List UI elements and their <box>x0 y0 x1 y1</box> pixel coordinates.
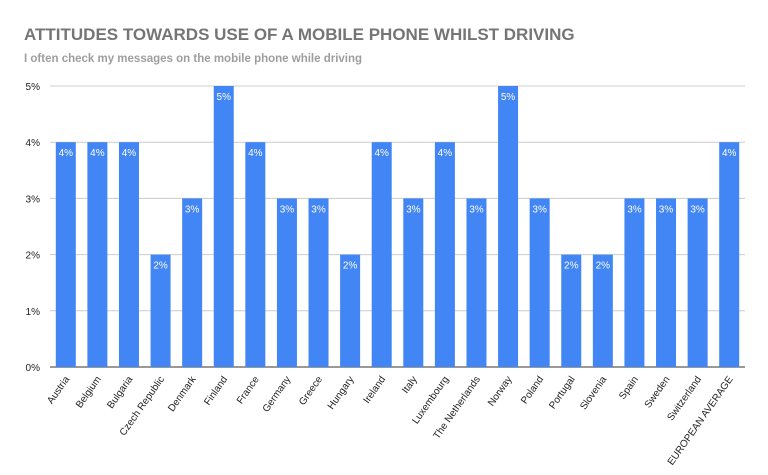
x-tick-label: Slovenia <box>578 374 609 412</box>
bar <box>656 198 677 367</box>
data-label: 4% <box>722 148 737 159</box>
x-tick-label: Germany <box>261 374 294 414</box>
bar <box>561 254 582 367</box>
x-tick-label: Greece <box>297 374 325 408</box>
data-label: 3% <box>280 204 295 215</box>
bar <box>118 142 139 367</box>
data-label: 5% <box>501 92 516 103</box>
bar <box>308 198 329 367</box>
y-tick-label: 5% <box>26 82 41 93</box>
x-tick-label: Bulgaria <box>105 374 135 411</box>
bar <box>719 142 740 367</box>
x-tick-label: Portugal <box>547 374 577 411</box>
bar <box>371 142 392 367</box>
x-tick-label: Austria <box>45 374 72 406</box>
data-label: 2% <box>596 261 611 272</box>
y-tick-label: 4% <box>26 138 41 149</box>
x-tick-label: Poland <box>519 374 546 406</box>
x-tick-label: Sweden <box>643 374 673 410</box>
data-label: 3% <box>627 204 642 215</box>
data-label: 3% <box>311 204 326 215</box>
data-label: 4% <box>248 148 263 159</box>
y-tick-label: 1% <box>26 307 41 318</box>
bar <box>182 198 203 367</box>
x-tick-label: Belgium <box>74 374 104 410</box>
data-label: 3% <box>469 204 484 215</box>
data-label: 3% <box>185 204 200 215</box>
bar <box>213 86 234 367</box>
x-tick-label: Hungary <box>326 374 357 411</box>
bar <box>529 198 550 367</box>
bar <box>55 142 76 367</box>
chart-subtitle: I often check my messages on the mobile … <box>24 53 362 65</box>
bar <box>498 86 519 367</box>
y-tick-label: 0% <box>26 363 41 374</box>
data-label: 3% <box>532 204 547 215</box>
x-tick-label: Denmark <box>166 374 199 414</box>
y-tick-label: 3% <box>26 194 41 205</box>
bar <box>276 198 297 367</box>
y-tick-label: 2% <box>26 251 41 262</box>
bar <box>150 254 171 367</box>
data-label: 2% <box>153 261 168 272</box>
data-label: 3% <box>690 204 705 215</box>
data-label: 2% <box>343 261 358 272</box>
bar <box>87 142 108 367</box>
bar <box>466 198 487 367</box>
bar <box>687 198 708 367</box>
bar <box>340 254 361 367</box>
x-tick-label: EUROPEAN AVERAGE <box>666 374 736 467</box>
bar <box>434 142 455 367</box>
data-label: 4% <box>374 148 389 159</box>
data-label: 4% <box>90 148 105 159</box>
x-tick-label: Finland <box>202 374 230 407</box>
chart-title: ATTITUDES TOWARDS USE OF A MOBILE PHONE … <box>24 25 575 44</box>
x-tick-label: Norway <box>486 374 514 408</box>
x-tick-label: Spain <box>617 374 641 401</box>
bar <box>624 198 645 367</box>
data-label: 4% <box>438 148 453 159</box>
data-label: 5% <box>217 92 232 103</box>
data-label: 3% <box>659 204 674 215</box>
bar <box>403 198 424 367</box>
data-label: 4% <box>122 148 137 159</box>
data-label: 4% <box>59 148 74 159</box>
bar <box>245 142 266 367</box>
x-tick-label: France <box>235 374 262 406</box>
x-tick-label: Ireland <box>362 374 389 405</box>
x-tick-label: Italy <box>400 374 420 395</box>
bar <box>592 254 613 367</box>
data-label: 3% <box>406 204 421 215</box>
data-label: 2% <box>564 261 579 272</box>
